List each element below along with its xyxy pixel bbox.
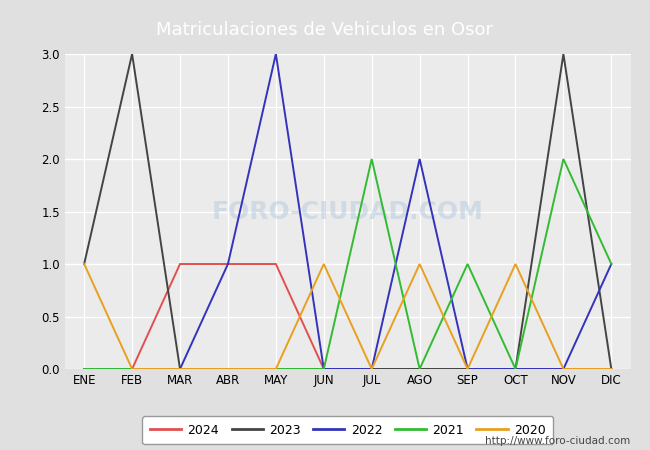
Text: FORO-CIUDAD.COM: FORO-CIUDAD.COM xyxy=(212,199,484,224)
Legend: 2024, 2023, 2022, 2021, 2020: 2024, 2023, 2022, 2021, 2020 xyxy=(142,416,553,444)
Text: Matriculaciones de Vehiculos en Osor: Matriculaciones de Vehiculos en Osor xyxy=(157,21,493,39)
Text: http://www.foro-ciudad.com: http://www.foro-ciudad.com xyxy=(486,436,630,446)
